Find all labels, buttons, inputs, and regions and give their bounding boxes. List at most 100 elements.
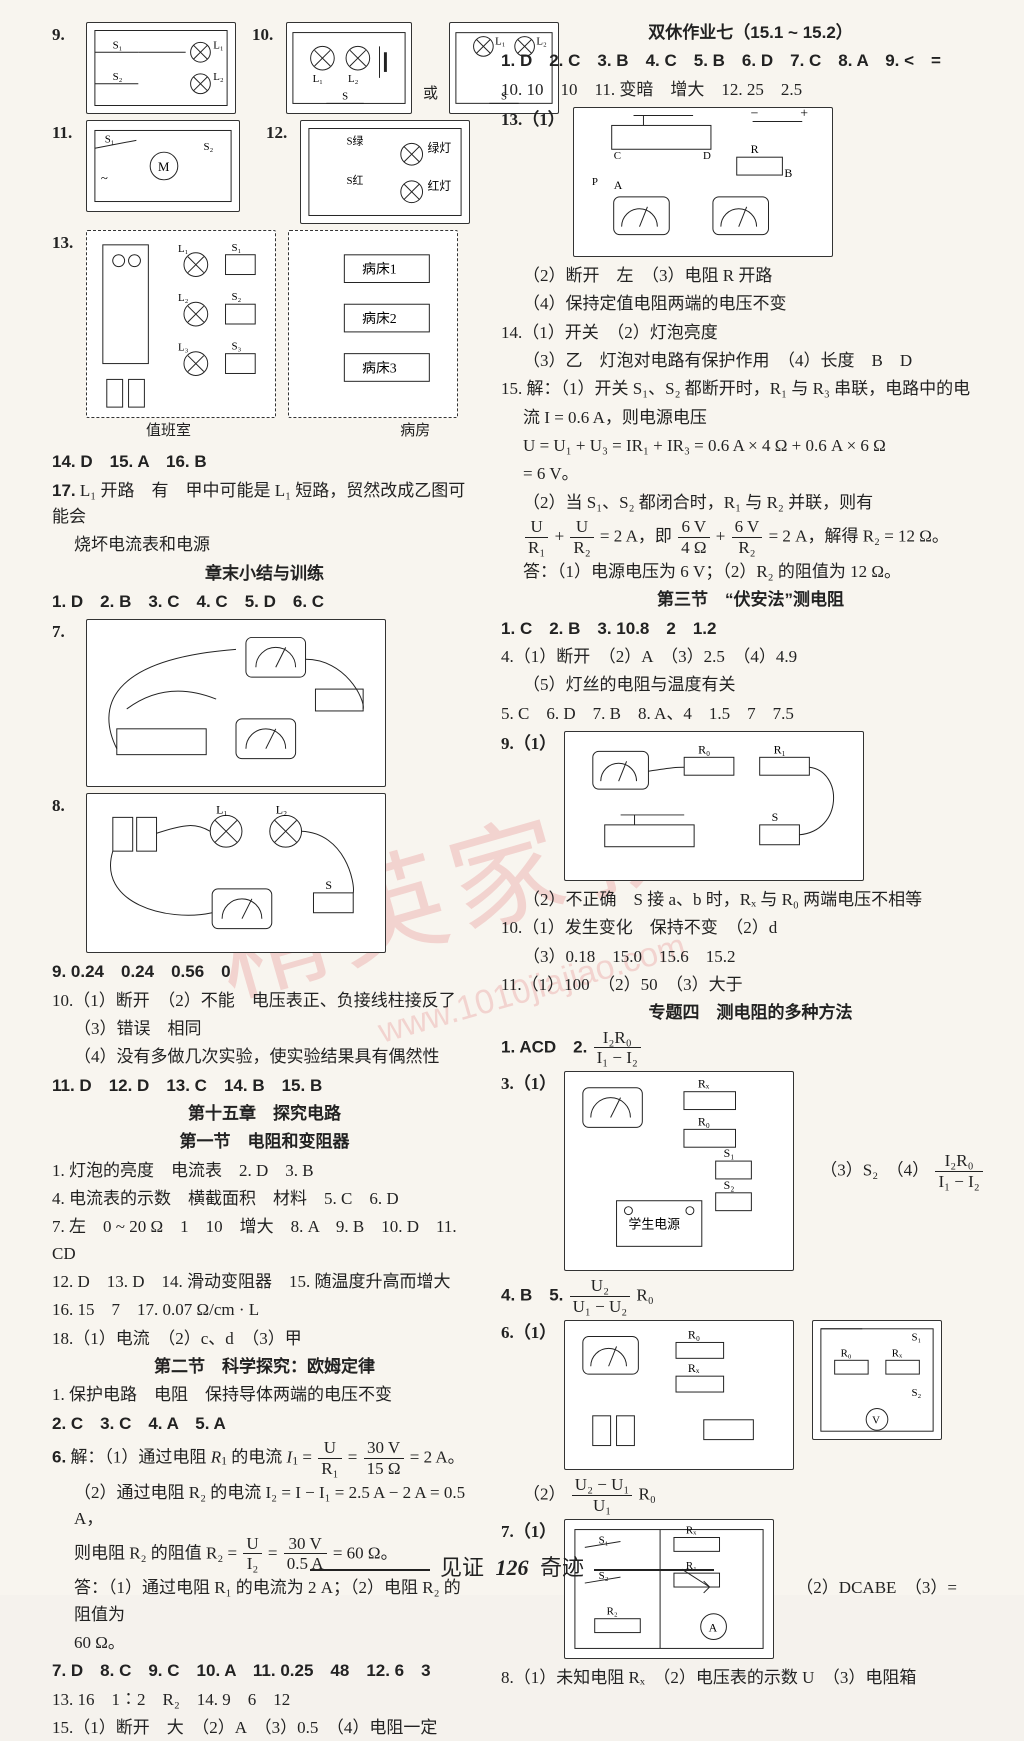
q10-label: 10. [252, 22, 278, 48]
s1-l9: 9. 0.24 0.24 0.56 0 [52, 959, 477, 985]
svg-text:L₁: L₁ [216, 803, 227, 817]
svg-text:Rₓ: Rₓ [688, 1361, 700, 1375]
sx-l15a: 15. 解：（1）开关 S₁、S₂ 都断开时，R₁ 与 R₃ 串联，电路中的电 [501, 376, 1000, 402]
svg-text:R₂: R₂ [607, 1605, 618, 1617]
bed1-label: 病床1 [362, 262, 397, 277]
svg-text:L₁: L₁ [313, 73, 324, 85]
sx-q13-label: 13.（1） [501, 107, 565, 133]
svg-text:C: C [613, 150, 620, 162]
section2-title: 第十五章 探究电路 [52, 1101, 477, 1127]
footer-right-word: 奇迹 [540, 1555, 584, 1580]
svg-text:S₁: S₁ [105, 133, 115, 145]
svg-text:L₂: L₂ [348, 73, 359, 85]
t4-l8: 8.（1）未知电阻 Rₓ （2）电压表的示数 U （3）电阻箱 [501, 1665, 1000, 1691]
sx-l15d: = 6 V。 [501, 461, 1000, 487]
svg-text:S₃: S₃ [231, 341, 241, 353]
q9-circuit-icon: S₁ L₁ S₂ L₂ [86, 22, 236, 114]
svg-text:S绿: S绿 [346, 133, 363, 147]
sx-q13-circuit-icon: CD P R AB −+ [573, 107, 833, 257]
t4-q3-circuit-icon: Rₓ R₀ S₁ S₂ 学生电源 [564, 1071, 794, 1271]
svg-text:A: A [613, 178, 622, 192]
svg-text:S₂: S₂ [203, 141, 213, 153]
bed3-label: 病床3 [362, 360, 397, 375]
sx-l15f: UR₁ + UR₂ = 2 A，即 6 V4 Ω + 6 VR₂ = 2 A，解… [501, 518, 1000, 557]
footer-page-number: 126 [496, 1555, 529, 1580]
s3-l2: 2. C 3. C 4. A 5. A [52, 1411, 477, 1437]
s3r-l10a: 10.（1）发生变化 保持不变 （2）d [501, 915, 1000, 941]
svg-text:L₂: L₂ [178, 292, 189, 304]
ans-14-16: 14. D 15. A 16. B [52, 449, 477, 475]
q13-label: 13. [52, 230, 78, 256]
svg-text:−: − [750, 107, 758, 122]
sx-l10: 10. 10 10 11. 变暗 增大 12. 25 2.5 [501, 77, 1000, 103]
ans-17b: 烧坏电流表和电源 [52, 532, 477, 558]
two-column-layout: 9. S₁ L₁ S₂ L₂ 10. [52, 18, 1000, 1567]
page-footer: 见证 126 奇迹 [0, 1551, 1024, 1585]
s3-l7: 7. D 8. C 9. C 10. A 11. 0.25 48 12. 6 3 [52, 1658, 477, 1684]
t4-q7-schematic-icon: S₁ Rₓ S₂ R₁ R₂ A [564, 1519, 774, 1659]
svg-text:S₁: S₁ [912, 1332, 922, 1344]
t4-l6b: （2） U₂ − U₁U₁ R₀ [501, 1476, 1000, 1515]
sx-q13: 13.（1） CD P R AB −+ [501, 107, 1000, 257]
s3r-l4a: 4.（1）断开 （2）A （3）2.5 （4）4.9 [501, 644, 1000, 670]
svg-text:R₀: R₀ [841, 1347, 852, 1359]
svg-text:R₀: R₀ [688, 1327, 700, 1341]
svg-text:L₁: L₁ [178, 243, 189, 255]
s1-q8: 8. L₁ L₂ S [52, 793, 477, 953]
s1-l10b: （3）错误 相同 [52, 1016, 477, 1042]
svg-text:Rₓ: Rₓ [686, 1524, 697, 1536]
page-root: 精英家教网 www.1010jiajiao.com 9. S₁ L₁ S₂ L₂ [0, 0, 1024, 1595]
q11-label: 11. [52, 120, 78, 146]
s3-l1: 1. 保护电路 电阻 保持导体两端的电压不变 [52, 1382, 477, 1408]
t4-q3-label: 3.（1） [501, 1071, 556, 1097]
t4-q6: 6.（1） R₀ Rₓ S₁ R₀ Rₓ [501, 1320, 1000, 1470]
svg-text:S₂: S₂ [912, 1387, 922, 1399]
footer-left-word: 见证 [440, 1555, 484, 1580]
bed2-label: 病床2 [362, 311, 397, 326]
s2-l12: 12. D 13. D 14. 滑动变阻器 15. 随温度升高而增大 [52, 1269, 477, 1295]
t4-l4: 4. B 5. U₂U₁ − U₂ R₀ [501, 1277, 1000, 1316]
svg-text:D: D [703, 150, 711, 162]
s1-q7-label: 7. [52, 619, 78, 645]
sx-title: 双休作业七（15.1 ~ 15.2） [501, 20, 1000, 46]
row-q11-q12: 11. S₁ M S₂ ~ 12. S绿 [52, 120, 477, 224]
s2-l16: 16. 15 7 17. 0.07 Ω/cm · L [52, 1297, 477, 1323]
svg-text:L₂: L₂ [213, 71, 224, 83]
ans-17a: 17. 17. L₁ 开路 有 甲中可能是 L₁ 短路，贸然改成乙图可能会L₁ … [52, 478, 477, 531]
svg-text:S₂: S₂ [724, 1178, 735, 1192]
s1-l11: 11. D 12. D 13. C 14. B 15. B [52, 1073, 477, 1099]
svg-text:Rₓ: Rₓ [698, 1077, 710, 1091]
row-q9-q10: 9. S₁ L₁ S₂ L₂ 10. [52, 22, 477, 114]
svg-text:A: A [709, 1620, 718, 1634]
svg-text:L₃: L₃ [178, 342, 189, 354]
q13-left-panel-icon: L₁ S₁ L₂ S₂ L₃ S₃ [86, 230, 276, 418]
t4-q3-tail: （3）S₂ （4） I₂R₀I₁ − I₂ [820, 1152, 984, 1191]
svg-text:V: V [872, 1414, 880, 1426]
topic4-title: 专题四 测电阻的多种方法 [501, 1000, 1000, 1026]
svg-text:S₁: S₁ [724, 1146, 735, 1160]
q13-right-panel-icon: 病床1 病床2 病床3 [288, 230, 458, 418]
svg-text:R₀: R₀ [698, 1115, 710, 1129]
section1-title: 章末小结与训练 [52, 561, 477, 587]
svg-text:S红: S红 [346, 174, 363, 187]
s3r-l1: 1. C 2. B 3. 10.8 2 1.2 [501, 616, 1000, 642]
s2-l7: 7. 左 0 ~ 20 Ω 1 10 增大 8. A 9. B 10. D 11… [52, 1214, 477, 1267]
q12-label: 12. [266, 120, 292, 146]
svg-text:S₁: S₁ [231, 242, 241, 254]
q10a-circuit-icon: L₁ L₂ S [286, 22, 412, 114]
sec3-title: 第三节 “伏安法”测电阻 [501, 587, 1000, 613]
svg-text:S₂: S₂ [113, 71, 123, 83]
svg-text:红灯: 红灯 [427, 179, 451, 193]
s3r-q9-circuit-icon: R₀ R₁ S [564, 731, 864, 881]
svg-text:S: S [342, 90, 348, 102]
svg-text:S: S [325, 878, 332, 892]
s3-l13: 13. 16 1∶2 R₂ 14. 9 6 12 [52, 1687, 477, 1713]
s3r-l10b: （3）0.18 15.0 15.6 15.2 [501, 944, 1000, 970]
sx-l15c: U = U₁ + U₃ = IR₁ + IR₃ = 0.6 A × 4 Ω + … [501, 433, 1000, 459]
q11-circuit-icon: S₁ M S₂ ~ [86, 120, 240, 212]
t4-l1: 1. ACD 2. I₂R₀I₁ − I₂ [501, 1029, 1000, 1068]
s2-l4: 4. 电流表的示数 横截面积 材料 5. C 6. D [52, 1186, 477, 1212]
s3r-q9-label: 9.（1） [501, 731, 556, 757]
svg-text:学生电源: 学生电源 [629, 1217, 681, 1232]
svg-text:S₁: S₁ [113, 39, 123, 51]
